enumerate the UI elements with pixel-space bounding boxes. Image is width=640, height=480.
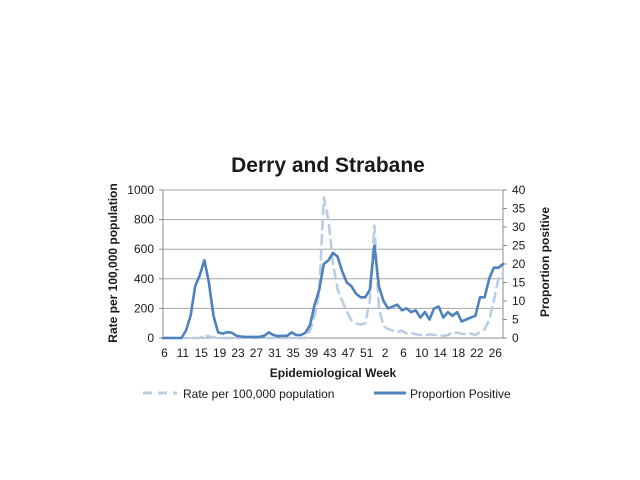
chart-title: Derry and Strabane: [231, 154, 425, 177]
y-tick-label: 200: [134, 301, 154, 315]
y2-tick-label: 15: [512, 276, 526, 290]
x-tick-label: 6: [161, 346, 168, 360]
x-tick-label: 10: [415, 346, 429, 360]
y-tick-label: 600: [134, 242, 154, 256]
x-tick-label: 6: [400, 346, 407, 360]
y-axis-label: Rate per 100,000 population: [106, 183, 120, 342]
series-group: [161, 196, 505, 340]
x-tick-label: 35: [286, 346, 300, 360]
x-tick-label: 2: [382, 346, 389, 360]
y2-axis-label: Proportion positive: [538, 207, 552, 317]
y2-tick-label: 10: [512, 294, 526, 308]
legend-label-rate: Rate per 100,000 population: [183, 387, 334, 401]
x-tick-label: 22: [470, 346, 484, 360]
x-tick-label: 51: [360, 346, 374, 360]
y-tick-label: 800: [134, 213, 154, 227]
x-tick-label: 47: [342, 346, 356, 360]
x-tick-label: 23: [231, 346, 245, 360]
x-tick-label: 26: [489, 346, 503, 360]
legend-label-proportion: Proportion Positive: [410, 387, 511, 401]
legend: Rate per 100,000 population Proportion P…: [143, 387, 511, 401]
y2-tick-label: 40: [512, 183, 526, 197]
x-tick-label: 39: [305, 346, 319, 360]
x-tick-label: 11: [177, 346, 190, 360]
y-tick-label: 1000: [127, 183, 154, 197]
y2-tick-label: 5: [512, 313, 519, 327]
y2-tick-label: 0: [512, 331, 519, 345]
y2-tick-label: 25: [512, 239, 526, 253]
x-tick-label: 19: [213, 346, 227, 360]
x-tick-label: 14: [433, 346, 447, 360]
x-axis-label: Epidemiological Week: [270, 366, 397, 380]
y-tick-label: 400: [134, 272, 154, 286]
series-line-rate: [161, 196, 505, 340]
x-tick-label: 15: [195, 346, 209, 360]
y2-tick-label: 30: [512, 220, 526, 234]
x-tick-label: 31: [268, 346, 282, 360]
x-tick-label: 27: [250, 346, 264, 360]
x-tick-label: 43: [323, 346, 337, 360]
y2-tick-label: 20: [512, 257, 526, 271]
x-tick-label: 18: [452, 346, 466, 360]
series-line-proportion: [161, 244, 505, 340]
y-tick-label: 0: [147, 331, 154, 345]
y2-tick-label: 35: [512, 202, 526, 216]
tick-labels: 0 200 400 600 800 1000 0 5 10 15 20 25 30 35 40 6 11 15 19…: [127, 183, 525, 360]
